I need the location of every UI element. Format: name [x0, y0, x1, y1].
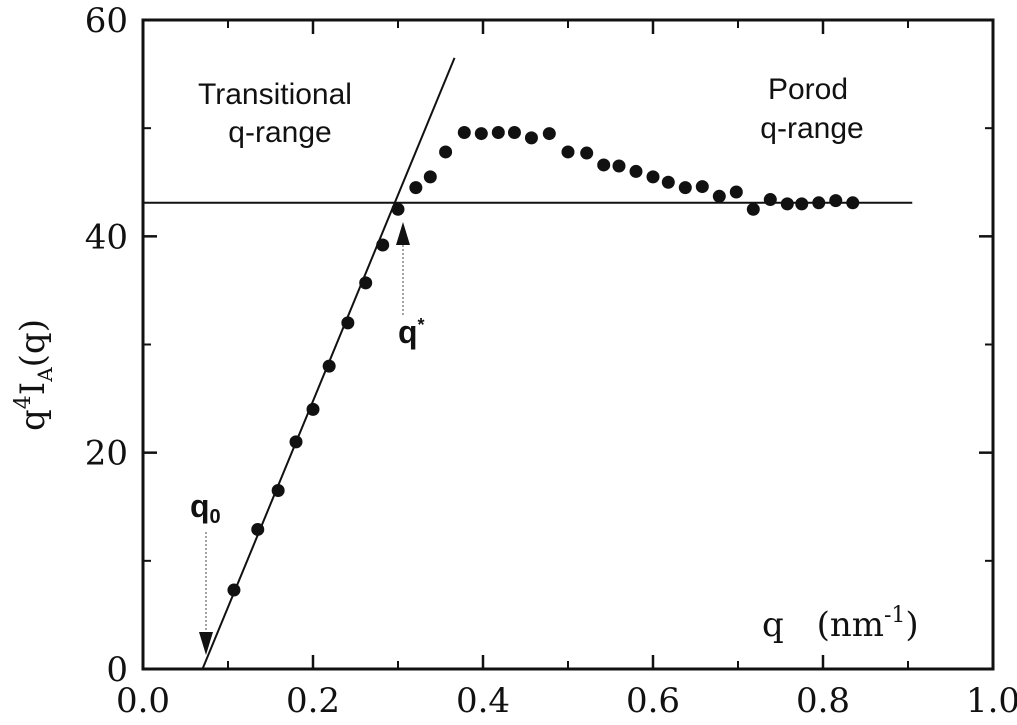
q0-sub: 0: [210, 506, 221, 528]
data-point: [306, 402, 320, 416]
x-axis-unit-close: ): [905, 605, 918, 645]
porod-label-line1: Porod: [768, 73, 848, 106]
data-point: [612, 159, 626, 173]
data-point: [251, 522, 265, 536]
data-point: [227, 583, 241, 597]
fit-lines: [143, 57, 913, 670]
x-tick-label: 0.0: [116, 681, 170, 721]
y-tick-label: 0: [106, 650, 128, 690]
data-point: [580, 146, 594, 160]
data-point: [829, 194, 843, 208]
q0-label: q0: [190, 488, 221, 528]
data-point: [423, 170, 437, 184]
data-point: [542, 127, 556, 141]
data-points: [227, 125, 860, 597]
data-point: [712, 189, 726, 203]
x-axis-title: q (nm-1): [762, 603, 919, 645]
y-axis-mid: I: [13, 382, 53, 395]
y-axis-sub: A: [33, 367, 57, 383]
data-point: [341, 316, 355, 330]
data-point: [376, 238, 390, 252]
data-point: [678, 181, 692, 195]
transitional-label-line2: q-range: [228, 116, 331, 149]
data-point: [597, 158, 611, 172]
transitional-label-line1: Transitional: [198, 78, 352, 111]
data-point: [289, 435, 303, 449]
qstar-label: q*: [398, 314, 425, 350]
y-tick-label: 60: [85, 1, 128, 41]
y-tick-label: 40: [85, 217, 128, 257]
data-point: [561, 145, 575, 159]
data-point: [846, 196, 860, 210]
data-point: [795, 197, 809, 211]
porod-label-line2: q-range: [760, 112, 863, 145]
x-axis-symbol: q: [762, 605, 784, 645]
data-point: [271, 484, 285, 498]
x-axis-unit: (nm: [817, 605, 884, 645]
data-point: [629, 164, 643, 178]
data-point: [524, 131, 538, 145]
data-point: [695, 180, 709, 194]
q0-base: q: [190, 488, 210, 524]
x-tick-label: 0.4: [456, 681, 510, 721]
y-axis-base: q: [13, 409, 53, 431]
data-point: [763, 193, 777, 207]
data-point: [729, 185, 743, 199]
data-point: [474, 127, 488, 141]
data-point: [322, 359, 336, 373]
data-point: [661, 175, 675, 189]
x-tick-label: 0.2: [286, 681, 340, 721]
data-point: [457, 125, 471, 139]
q0-arrow-head: [199, 632, 213, 655]
data-point: [646, 170, 660, 184]
data-point: [391, 202, 405, 216]
x-axis-unit-sup: -1: [884, 603, 905, 628]
data-point: [780, 197, 794, 211]
data-point: [491, 125, 505, 139]
x-tick-label: 1.0: [966, 681, 1017, 721]
ticks: [141, 18, 995, 671]
data-point: [507, 125, 521, 139]
y-axis-title: q4IA(q): [11, 319, 57, 431]
qstar-base: q: [398, 314, 418, 350]
tick-labels: 0.0 0.2 0.4 0.6 0.8 1.0 0 20 40 60: [85, 1, 1017, 721]
data-point: [359, 276, 373, 290]
qstar-arrow-head: [396, 222, 410, 245]
x-tick-label: 0.8: [796, 681, 850, 721]
y-tick-label: 20: [85, 434, 128, 474]
x-tick-label: 0.6: [626, 681, 680, 721]
qstar-sup: *: [418, 315, 425, 335]
data-point: [812, 196, 826, 210]
y-axis-end: (q): [13, 319, 53, 367]
y-axis-sup: 4: [11, 395, 36, 409]
data-point: [409, 181, 423, 195]
data-point: [439, 145, 453, 159]
data-point: [746, 202, 760, 216]
